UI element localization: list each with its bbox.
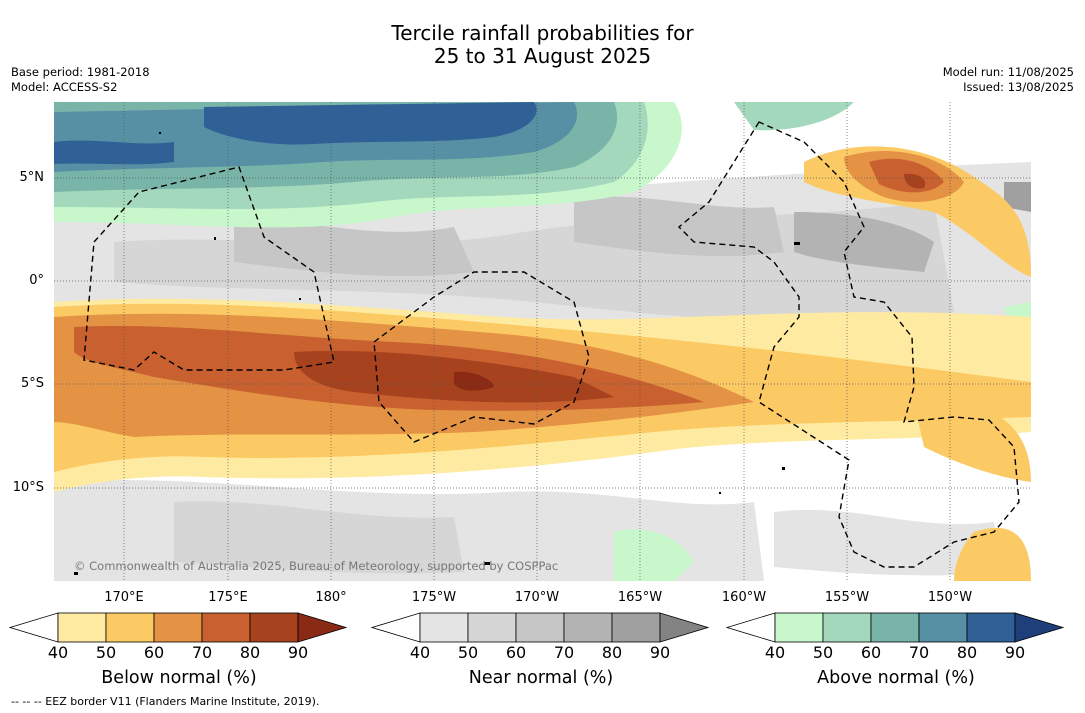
below-normal-colorbar-segment xyxy=(249,612,299,643)
rainfall-probability-map: © Commonwealth of Australia 2025, Bureau… xyxy=(54,102,1031,581)
below-normal-label: Below normal (%) xyxy=(101,668,257,688)
near-normal-colorbar xyxy=(370,612,710,643)
lat-label-5n: 5°N xyxy=(19,170,45,185)
below-normal-tick-label: 70 xyxy=(191,643,213,662)
eez-borders xyxy=(83,121,1020,568)
below-normal-colorbar-segment xyxy=(201,612,251,643)
near-normal-colorbar-segment xyxy=(515,612,565,643)
below-normal-shading xyxy=(54,146,1031,581)
above-normal-tick-label: 40 xyxy=(764,643,786,662)
below-normal-colorbar-segment xyxy=(57,612,107,643)
near-normal-tick-label: 50 xyxy=(457,643,479,662)
lat-label-5s: 5°S xyxy=(20,376,44,391)
below-normal-colorbar-high-extension xyxy=(297,612,348,643)
lon-label-180: 180° xyxy=(315,590,347,605)
lat-label-10s: 10°S xyxy=(12,480,44,495)
near-normal-label: Near normal (%) xyxy=(468,668,614,688)
near-normal-tick-label: 80 xyxy=(601,643,623,662)
meta-right: Model run: 11/08/2025 Issued: 13/08/2025 xyxy=(943,65,1074,95)
above-normal-colorbar-segment xyxy=(966,612,1016,643)
below-normal-tick-label: 80 xyxy=(239,643,261,662)
above-normal-colorbar-low-extension xyxy=(725,612,776,643)
above-normal-colorbar-segment xyxy=(918,612,968,643)
above-normal-colorbar-segment xyxy=(870,612,920,643)
model-name: Model: ACCESS-S2 xyxy=(11,80,118,94)
near-normal-colorbar-segment xyxy=(419,612,469,643)
near-normal-colorbar-low-extension xyxy=(370,612,421,643)
below-normal-tick-label: 60 xyxy=(143,643,165,662)
model-run: Model run: 11/08/2025 xyxy=(942,65,1074,79)
above-normal-colorbar-segment xyxy=(822,612,872,643)
lon-label-165w: 165°W xyxy=(617,590,663,605)
lon-label-160w: 160°W xyxy=(721,590,767,605)
lon-label-155w: 155°W xyxy=(824,590,870,605)
map-title: Tercile rainfall probabilities for 25 to… xyxy=(0,22,1085,68)
lon-label-170e: 170°E xyxy=(104,590,144,605)
above-normal-tick-label: 90 xyxy=(1004,643,1026,662)
below-normal-tick-label: 90 xyxy=(287,643,309,662)
near-normal-tick-label: 40 xyxy=(409,643,431,662)
above-normal-colorbar-high-extension xyxy=(1014,612,1065,643)
above-normal-shading xyxy=(54,102,1031,581)
near-normal-colorbar-high-extension xyxy=(659,612,710,643)
near-normal-tick-label: 70 xyxy=(553,643,575,662)
below-normal-colorbar-segment xyxy=(105,612,155,643)
above-normal-tick-label: 50 xyxy=(812,643,834,662)
lon-label-170w: 170°W xyxy=(514,590,560,605)
above-normal-tick-label: 70 xyxy=(908,643,930,662)
near-normal-colorbar-segment xyxy=(467,612,517,643)
near-normal-tick-label: 60 xyxy=(505,643,527,662)
above-normal-colorbar-segment xyxy=(774,612,824,643)
below-normal-colorbar xyxy=(8,612,348,643)
lat-label-0: 0° xyxy=(29,273,44,288)
graticule xyxy=(54,102,1031,581)
near-normal-colorbar-segment xyxy=(563,612,613,643)
island-markers xyxy=(74,132,800,575)
below-normal-tick-label: 40 xyxy=(47,643,69,662)
map-title-line2: 25 to 31 August 2025 xyxy=(433,44,652,68)
above-normal-label: Above normal (%) xyxy=(817,668,975,688)
below-normal-colorbar-low-extension xyxy=(8,612,59,643)
above-normal-tick-label: 80 xyxy=(956,643,978,662)
base-period: Base period: 1981-2018 xyxy=(11,65,150,79)
meta-left: Base period: 1981-2018 Model: ACCESS-S2 xyxy=(11,65,150,95)
above-normal-tick-label: 60 xyxy=(860,643,882,662)
lon-label-175e: 175°E xyxy=(208,590,248,605)
attribution: © Commonwealth of Australia 2025, Bureau… xyxy=(74,559,559,573)
colorbars xyxy=(8,612,1065,643)
below-normal-colorbar-segment xyxy=(153,612,203,643)
below-normal-tick-label: 50 xyxy=(95,643,117,662)
eez-legend-note: -- -- -- EEZ border V11 (Flanders Marine… xyxy=(11,695,320,708)
issued-date: Issued: 13/08/2025 xyxy=(963,80,1074,94)
above-normal-colorbar xyxy=(725,612,1065,643)
map-title-line1: Tercile rainfall probabilities for xyxy=(391,21,694,45)
near-normal-tick-label: 90 xyxy=(649,643,671,662)
near-normal-colorbar-segment xyxy=(611,612,661,643)
lon-label-150w: 150°W xyxy=(927,590,973,605)
lon-label-175w: 175°W xyxy=(411,590,457,605)
